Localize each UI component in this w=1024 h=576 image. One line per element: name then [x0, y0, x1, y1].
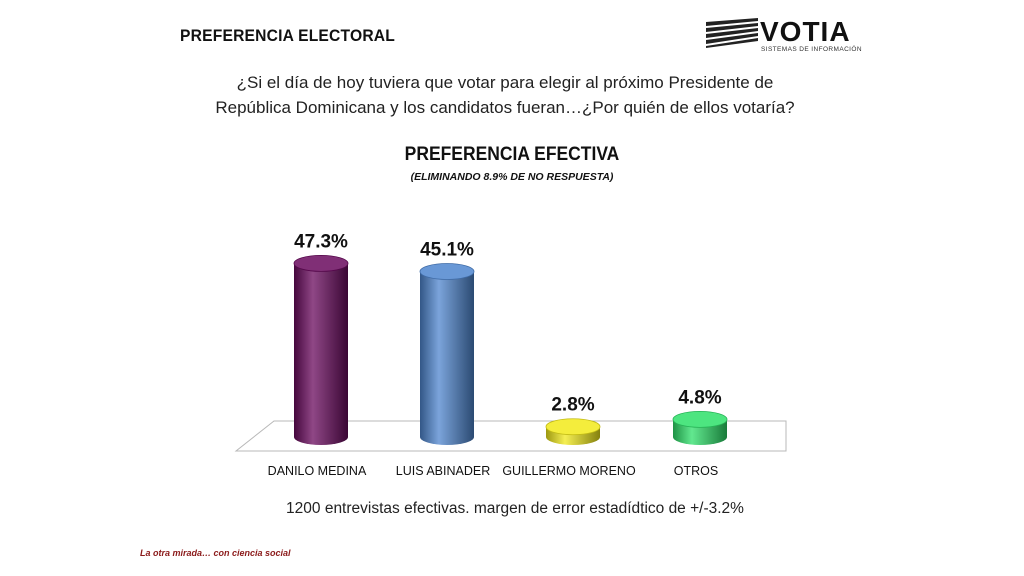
sample-note: 1200 entrevistas efectivas. margen de er…	[286, 500, 744, 517]
bar-body	[420, 271, 474, 445]
bar-body	[294, 263, 348, 445]
bar-danilo-medina	[293, 255, 349, 445]
bar-top	[545, 418, 601, 436]
category-label: GUILLERMO MORENO	[502, 464, 636, 478]
logo-subtitle: SISTEMAS DE INFORMACIÓN	[761, 46, 862, 53]
value-label: 47.3%	[294, 231, 348, 252]
tagline: La otra mirada… con ciencia social	[140, 548, 291, 558]
value-label: 2.8%	[551, 395, 594, 416]
bar-guillermo-moreno	[545, 418, 601, 445]
bar-top	[672, 410, 728, 428]
chart-title: PREFERENCIA EFECTIVA	[404, 144, 620, 165]
value-label: 45.1%	[420, 239, 474, 260]
votia-logo: VOTIA SISTEMAS DE INFORMACIÓN	[706, 16, 866, 53]
bar-top	[293, 255, 349, 272]
survey-question: ¿Si el día de hoy tuviera que votar para…	[215, 73, 795, 117]
category-label: OTROS	[674, 464, 718, 478]
bar-top	[419, 263, 475, 280]
value-label: 4.8%	[678, 387, 721, 408]
page-title: PREFERENCIA ELECTORAL	[180, 26, 396, 45]
category-label: DANILO MEDINA	[268, 464, 367, 478]
bar-luis-abinader	[419, 263, 475, 445]
logo-stripes-icon	[706, 18, 758, 48]
chart-floor	[234, 420, 787, 452]
chart-subtitle: (ELIMINANDO 8.9% DE NO RESPUESTA)	[410, 171, 614, 183]
logo-text: VOTIA	[760, 16, 851, 47]
bar-otros	[672, 410, 728, 445]
category-label: LUIS ABINADER	[396, 464, 490, 478]
